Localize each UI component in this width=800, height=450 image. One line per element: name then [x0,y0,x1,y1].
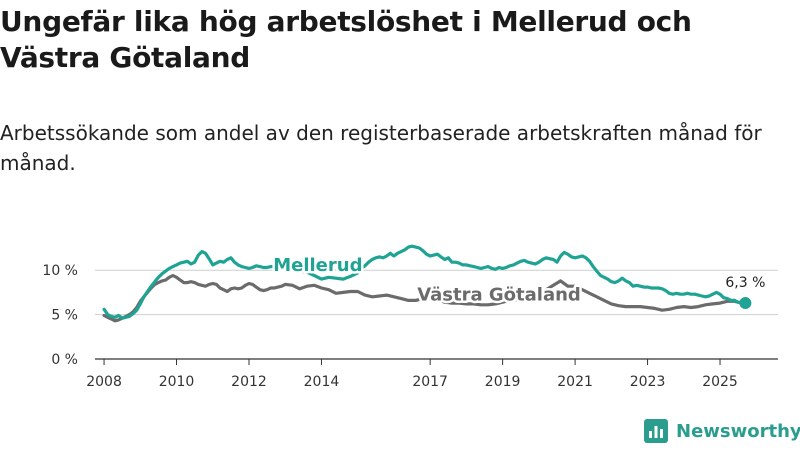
y-tick-label: 10 % [42,263,78,279]
bar-chart-icon [644,419,668,443]
end-point-marker [739,297,752,310]
x-tick-label: 2014 [304,374,340,390]
series-line-mellerud [102,244,748,320]
series-lines [102,244,748,323]
series-labels: Mellerud Västra Götaland 6,3 % [271,253,767,310]
x-tick-label: 2025 [702,374,738,390]
y-tick-label: 5 % [51,308,78,324]
chart-title: Ungefär lika hög arbetslöshet i Mellerud… [0,5,692,74]
series-label-mellerud: Mellerud [273,255,362,276]
axes: 0 % 5 % 10 % 2008 2010 2012 2014 2017 2019 2021 20… [42,263,737,390]
x-tick-label: 2010 [159,374,195,390]
end-value-label: 6,3 % [725,275,765,291]
x-tick-label: 2023 [630,374,666,390]
x-tick-label: 2008 [86,374,122,390]
newsworthy-brand[interactable]: Newsworthy [644,419,800,443]
grid-lines [95,269,778,360]
brand-name: Newsworthy [676,420,800,442]
series-label-vastra-gotaland: Västra Götaland [417,284,581,305]
x-tick-label: 2019 [485,374,521,390]
x-tick-label: 2021 [557,374,593,390]
y-tick-label: 0 % [51,352,78,368]
series-line-vastra-gotaland [102,273,748,323]
x-tick-label: 2017 [412,374,448,390]
chart-subtitle: Arbetssökande som andel av den registerb… [0,121,762,175]
x-tick-label: 2012 [231,374,267,390]
